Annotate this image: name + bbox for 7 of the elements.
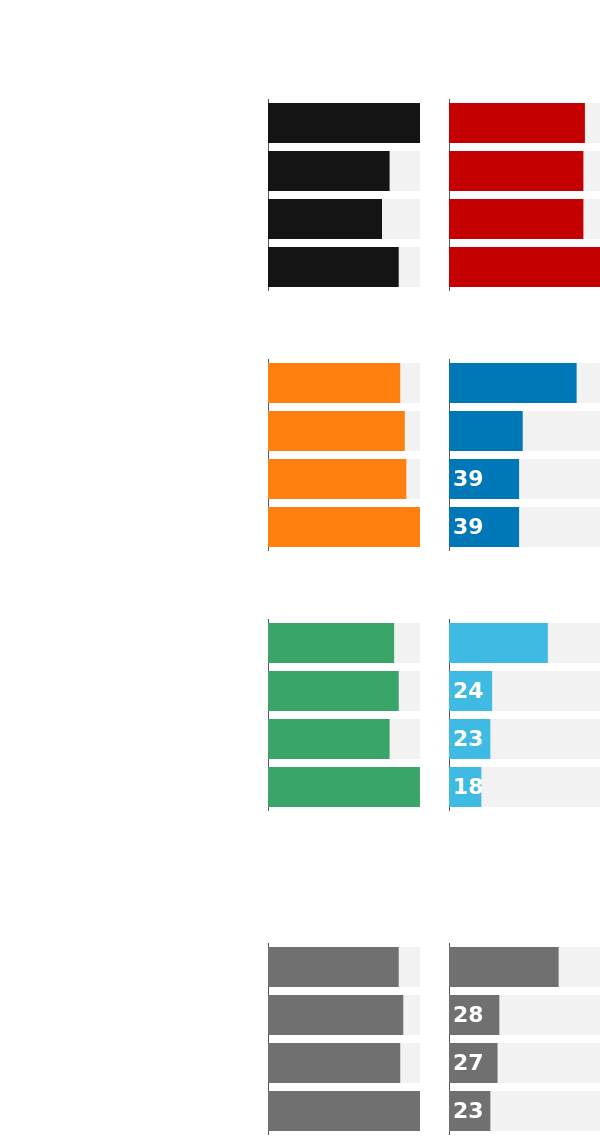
data-label: 23	[453, 1097, 484, 1123]
data-label: 23	[453, 725, 484, 751]
data-label: 28	[453, 1001, 484, 1027]
data-label: 39	[453, 513, 484, 539]
data-label: 24	[453, 677, 484, 703]
data-label: 39	[453, 465, 484, 491]
data-label: 27	[453, 1049, 484, 1075]
